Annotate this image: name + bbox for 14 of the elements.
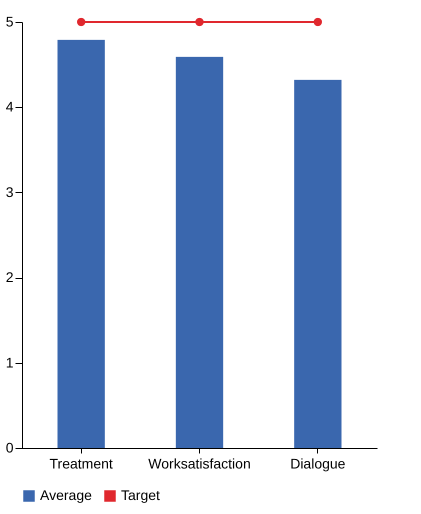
x-tick-label: Worksatisfaction xyxy=(148,456,251,472)
x-tick-label: Dialogue xyxy=(290,456,346,472)
legend-label: Average xyxy=(40,487,92,503)
y-tick-label: 2 xyxy=(6,269,14,286)
y-tick-label: 3 xyxy=(6,184,14,200)
bar xyxy=(294,80,342,448)
bar xyxy=(176,56,224,448)
x-tick-label: Treatment xyxy=(50,456,113,472)
y-tick-label: 1 xyxy=(6,354,14,370)
y-tick-label: 4 xyxy=(6,98,14,115)
legend-label: Target xyxy=(121,487,160,503)
bar xyxy=(58,40,105,448)
y-tick-label: 0 xyxy=(6,440,14,456)
y-tick-label: 5 xyxy=(6,14,14,30)
